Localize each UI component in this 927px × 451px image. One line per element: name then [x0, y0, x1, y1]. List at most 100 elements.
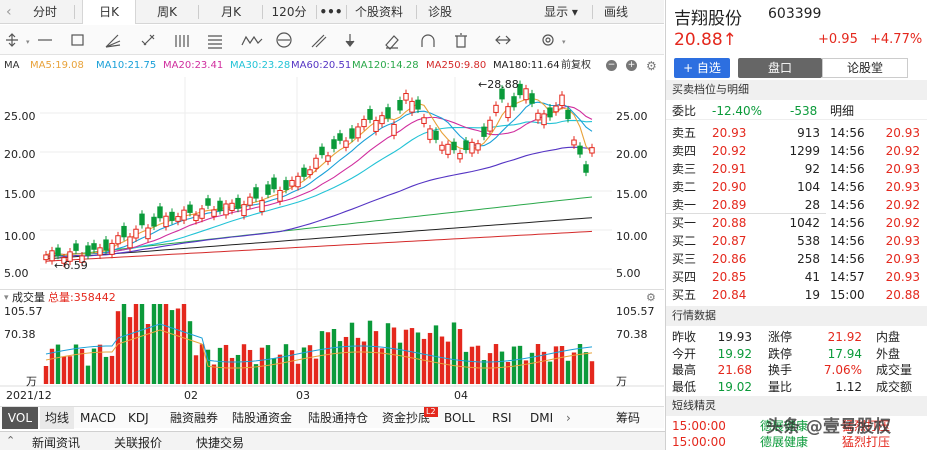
pankou-tab[interactable]: 盘口	[738, 58, 822, 78]
kline-chart[interactable]	[0, 57, 664, 405]
ind-hk-holding[interactable]: 陆股通持仓	[308, 411, 369, 425]
add-watchlist-button[interactable]: + 自选	[674, 58, 730, 78]
ind-margin[interactable]: 融资融券	[170, 411, 219, 425]
volume-bar	[373, 331, 379, 384]
volume-bar	[505, 361, 511, 384]
channel-tool-icon[interactable]	[208, 35, 222, 49]
scroll-left-icon[interactable]: ‹	[6, 4, 12, 20]
candle-body	[151, 216, 157, 227]
collapse-icon[interactable]: ▾	[4, 293, 9, 303]
cycle-tool-icon[interactable]	[276, 32, 292, 48]
forum-tab[interactable]: 论股堂	[822, 58, 908, 78]
tab-diagnose[interactable]: 诊股	[427, 5, 452, 19]
sprite-item[interactable]: 15:00:00 德展健康 猛烈打压	[666, 433, 927, 451]
gear-icon[interactable]: ⚙	[646, 59, 657, 73]
candle-body	[361, 118, 367, 128]
ind-dmi[interactable]: DMI	[530, 411, 554, 425]
candle-body	[223, 203, 229, 216]
candle-body	[133, 228, 139, 239]
ind-kdj[interactable]: KDJ	[128, 411, 149, 425]
quote-label: 量比	[768, 379, 793, 394]
candle-body	[265, 184, 271, 195]
volume-bar	[571, 352, 577, 384]
ind-boll[interactable]: BOLL	[444, 411, 475, 425]
tab-weekly-k[interactable]: 周K	[157, 5, 177, 19]
tab-120min[interactable]: 120分	[271, 5, 307, 19]
trash-icon[interactable]	[455, 33, 467, 48]
ind-bottom-fishing[interactable]: 资金抄底	[382, 411, 431, 425]
magnet-icon[interactable]	[421, 34, 435, 47]
ask-row: 卖五 20.93 913 14:56 20.93	[666, 124, 927, 142]
rect-tool-icon[interactable]	[71, 34, 84, 46]
candle-body	[295, 175, 301, 188]
wave-tool-icon[interactable]	[241, 35, 263, 46]
zoom-icon[interactable]	[495, 35, 511, 45]
minus-icon[interactable]: −	[606, 60, 617, 71]
tick-time: 14:56	[830, 144, 865, 158]
more-arrow-icon[interactable]: ›	[566, 411, 571, 425]
expand-icon[interactable]: ⌃	[6, 434, 16, 447]
candle-body	[499, 88, 505, 100]
candle-body	[337, 133, 343, 141]
candle-body	[349, 128, 355, 139]
arrow-down-icon[interactable]	[345, 34, 355, 47]
adjust-mode[interactable]: 前复权	[561, 60, 591, 71]
tick-price: 20.93	[885, 162, 920, 176]
display-dropdown[interactable]: 显示 ▾	[544, 5, 578, 19]
volume-bar	[133, 304, 139, 384]
ind-ma[interactable]: 均线	[40, 407, 74, 429]
candle-body	[439, 144, 445, 151]
tab-intraday[interactable]: 分时	[32, 5, 57, 19]
dropdown-icon[interactable]: ▾	[26, 38, 30, 46]
fan-tool-icon[interactable]	[105, 34, 121, 48]
tab-daily-k[interactable]: 日K	[82, 0, 136, 24]
ind-rsi[interactable]: RSI	[492, 411, 512, 425]
level-label: 卖二	[672, 180, 697, 194]
volume-bar	[463, 351, 469, 384]
volume-bar	[97, 344, 103, 384]
tab-quick-trade[interactable]: 快捷交易	[196, 436, 245, 450]
candle-body	[427, 128, 433, 140]
tab-drawing[interactable]: 画线	[603, 5, 628, 19]
crosshair-icon[interactable]	[6, 33, 18, 47]
ind-vol[interactable]: VOL	[2, 407, 38, 429]
bars-tool-icon[interactable]	[175, 35, 189, 47]
ind-hk-flow[interactable]: 陆股通资金	[232, 411, 293, 425]
volume-bar	[553, 346, 559, 384]
fork-tool-icon[interactable]	[311, 34, 327, 48]
volume-gear-icon[interactable]: ⚙	[646, 291, 656, 304]
ma-mode-label[interactable]: MA	[4, 60, 20, 71]
candle-body	[43, 254, 49, 261]
tab-stock-profile[interactable]: 个股资料	[354, 5, 403, 19]
ind-macd[interactable]: MACD	[80, 411, 116, 425]
volume-axis-top: 105.57	[4, 305, 43, 318]
price-tick-right: 20.00	[616, 148, 648, 161]
volume-bar	[451, 322, 457, 384]
sprite-item[interactable]: 15:00:00 德展健康 猛烈打压	[666, 417, 927, 435]
tab-monthly-k[interactable]: 月K	[221, 5, 241, 19]
volume-axis-mid: 70.38	[4, 328, 36, 341]
tab-related-quotes[interactable]: 关联报价	[114, 436, 163, 450]
plus-icon[interactable]: +	[626, 60, 637, 71]
quote-row: 最高 21.68 换手 7.06% 成交量	[666, 361, 927, 379]
tab-news[interactable]: 新闻资讯	[32, 436, 81, 450]
volume-bar	[67, 356, 73, 384]
quote-data-title: 行情数据	[666, 306, 927, 326]
volume-bar	[415, 332, 421, 384]
price-tick-left: 10.00	[4, 230, 36, 243]
link-tool-icon[interactable]	[141, 34, 155, 46]
quote-label: 成交额	[876, 379, 913, 394]
chips-button[interactable]: 筹码	[616, 411, 641, 425]
quote-panel: 吉翔股份 603399 20.88↑ +0.95 +4.77% + 自选 盘口 …	[665, 0, 927, 450]
eraser-icon[interactable]	[385, 35, 399, 50]
quote-value: 17.94	[827, 346, 862, 361]
settings-icon[interactable]	[542, 34, 554, 46]
settings-dropdown-icon[interactable]: ▾	[562, 38, 566, 46]
tab-more[interactable]: •••	[319, 5, 343, 19]
volume-bar	[169, 310, 175, 384]
quote-label: 换手	[768, 363, 793, 377]
volume-bar	[199, 344, 205, 384]
candle-body	[85, 245, 91, 256]
date-tick: 04	[454, 389, 468, 402]
volume-bar	[355, 337, 361, 384]
